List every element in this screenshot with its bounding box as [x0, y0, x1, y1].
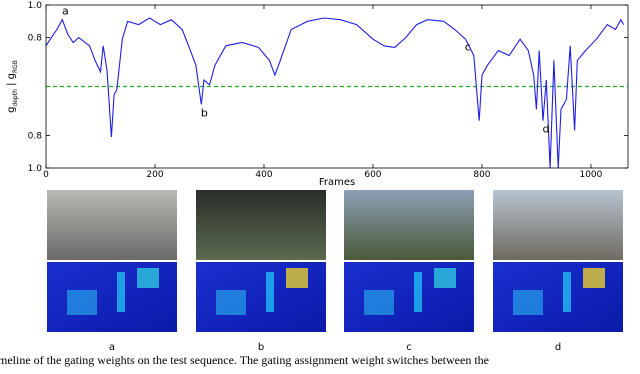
depth-blob	[137, 268, 159, 288]
rgb-image	[344, 190, 474, 260]
annotation: d	[542, 123, 549, 136]
rgb-image	[47, 190, 177, 260]
rgb-image	[493, 190, 623, 260]
panel-label: c	[406, 342, 412, 353]
panel-label: b	[258, 342, 264, 353]
y-axis-label-part: RGB	[12, 60, 19, 73]
y-tick-label: 1.0	[28, 164, 43, 174]
y-tick-label: 1.0	[28, 1, 43, 11]
rgb-image	[196, 190, 326, 260]
plot-frame	[45, 4, 629, 169]
depth-blob	[414, 272, 422, 312]
y-axis-label-part: | g	[6, 73, 17, 89]
annotation: b	[201, 106, 208, 119]
depth-blob	[286, 268, 308, 288]
y-tick-label: 0.8	[28, 34, 43, 44]
x-tick-label: 200	[146, 170, 163, 180]
caption: meline of the gating weights on the test…	[0, 353, 489, 367]
depth-blob	[216, 290, 246, 315]
image-panels: a b c d	[47, 190, 623, 353]
y-axis-label-part: g	[6, 107, 17, 113]
depth-blob	[434, 268, 456, 288]
annotation: c	[465, 41, 471, 54]
gating-chart: 0 200 400 600 800 1000 1.0 0.8 0.8 1.0 a b c d Frames g…	[6, 1, 629, 188]
depth-blob	[117, 272, 125, 312]
x-tick-label: 1000	[579, 170, 602, 180]
x-tick-label: 400	[255, 170, 272, 180]
x-axis-label: Frames	[319, 177, 355, 188]
panel-label: a	[109, 342, 115, 353]
x-tick-label: 0	[43, 170, 49, 180]
depth-blob	[67, 290, 97, 315]
panel: d	[493, 190, 623, 353]
depth-blob	[364, 290, 394, 315]
panel: c	[344, 190, 474, 353]
panel-label: d	[555, 342, 561, 353]
depth-blob	[563, 272, 571, 312]
y-tick-label: 0.8	[28, 131, 43, 141]
depth-blob	[583, 268, 605, 288]
y-axis-label-part: depth	[12, 89, 19, 107]
x-tick-label: 600	[364, 170, 381, 180]
x-tick-label: 800	[473, 170, 490, 180]
panel: b	[196, 190, 326, 353]
panel: a	[47, 190, 177, 353]
annotation: a	[62, 5, 69, 18]
data-line	[45, 17, 625, 169]
depth-blob	[513, 290, 543, 315]
y-axis-label: gdepth | gRGB	[6, 60, 19, 113]
depth-blob	[266, 272, 274, 312]
